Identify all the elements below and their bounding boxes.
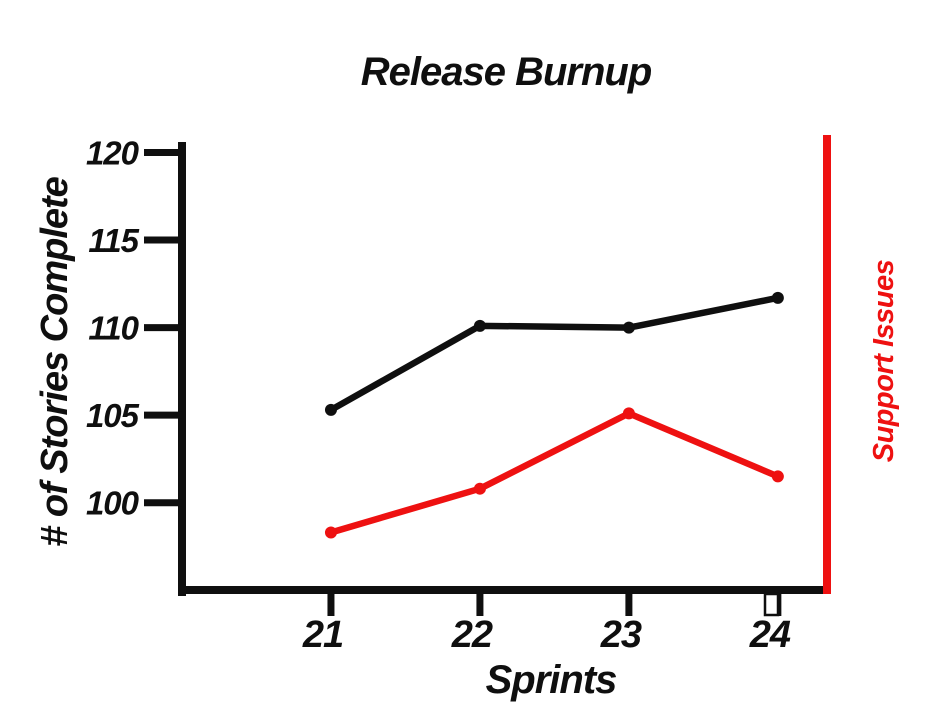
x-axis-title: Sprints bbox=[485, 658, 618, 702]
y-tick-label: 105 bbox=[86, 397, 140, 434]
y-tick-label: 115 bbox=[88, 222, 139, 259]
y-tick-label: 100 bbox=[86, 485, 140, 522]
x-tick-label: 21 bbox=[302, 614, 343, 656]
missing-glyph-artifact bbox=[763, 592, 780, 617]
x-tick-label: 22 bbox=[451, 614, 493, 656]
y-tick-label: 110 bbox=[88, 310, 139, 347]
data-point-marker bbox=[324, 526, 337, 539]
y-tick-label: 120 bbox=[86, 135, 140, 172]
data-point-marker bbox=[622, 321, 635, 334]
data-point-marker bbox=[473, 319, 486, 332]
data-point-marker bbox=[771, 470, 784, 483]
data-point-marker bbox=[771, 291, 784, 304]
series-line-0 bbox=[327, 294, 782, 414]
chart-title: Release Burnup bbox=[360, 50, 653, 94]
data-point-marker bbox=[473, 482, 486, 495]
series-line-1 bbox=[327, 410, 782, 536]
data-point-marker bbox=[324, 403, 337, 416]
x-tick-label: 23 bbox=[600, 614, 642, 656]
data-point-marker bbox=[622, 407, 635, 420]
x-tick-label: 24 bbox=[749, 614, 791, 656]
